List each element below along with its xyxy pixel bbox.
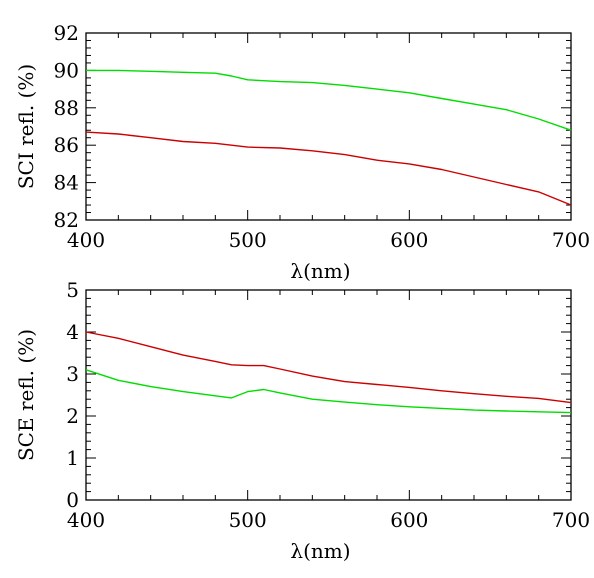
top-x-tick-label: 400 xyxy=(67,228,105,252)
top-series-line-1 xyxy=(85,131,572,206)
bottom-x-axis-label: λ(nm) xyxy=(290,539,350,563)
bottom-y-tick-label: 4 xyxy=(66,320,79,344)
bottom-x-tick-label: 700 xyxy=(552,508,590,532)
bottom-y-axis-label: SCE refl. (%) xyxy=(14,329,38,461)
bottom-x-tick-label: 600 xyxy=(390,508,428,532)
top-x-tick-label: 500 xyxy=(229,228,267,252)
top-y-tick-label: 92 xyxy=(54,21,79,45)
bottom-y-tick-label: 1 xyxy=(66,446,79,470)
top-y-tick-label: 88 xyxy=(54,96,79,120)
top-y-tick-label: 90 xyxy=(54,58,79,82)
top-x-tick-label: 600 xyxy=(390,228,428,252)
bottom-y-tick-label: 5 xyxy=(66,278,79,302)
top-y-tick-label: 84 xyxy=(54,171,79,195)
top-x-axis-label: λ(nm) xyxy=(290,259,350,283)
bottom-series-line-1 xyxy=(85,369,572,414)
bottom-y-tick-label: 3 xyxy=(66,362,79,386)
bottom-series-line-0 xyxy=(85,331,572,404)
bottom-y-tick-label: 0 xyxy=(66,488,79,512)
bottom-y-tick-label: 2 xyxy=(66,404,79,428)
bottom-x-tick-label: 400 xyxy=(67,508,105,532)
top-y-tick-label: 82 xyxy=(54,208,79,232)
bottom-x-tick-label: 500 xyxy=(229,508,267,532)
top-y-tick-label: 86 xyxy=(54,133,79,157)
top-y-axis-label: SCI refl. (%) xyxy=(14,64,38,189)
top-plot-frame xyxy=(85,32,572,221)
top-series-line-0 xyxy=(86,69,572,131)
top-x-tick-label: 700 xyxy=(552,228,590,252)
bottom-plot-frame xyxy=(85,289,572,501)
